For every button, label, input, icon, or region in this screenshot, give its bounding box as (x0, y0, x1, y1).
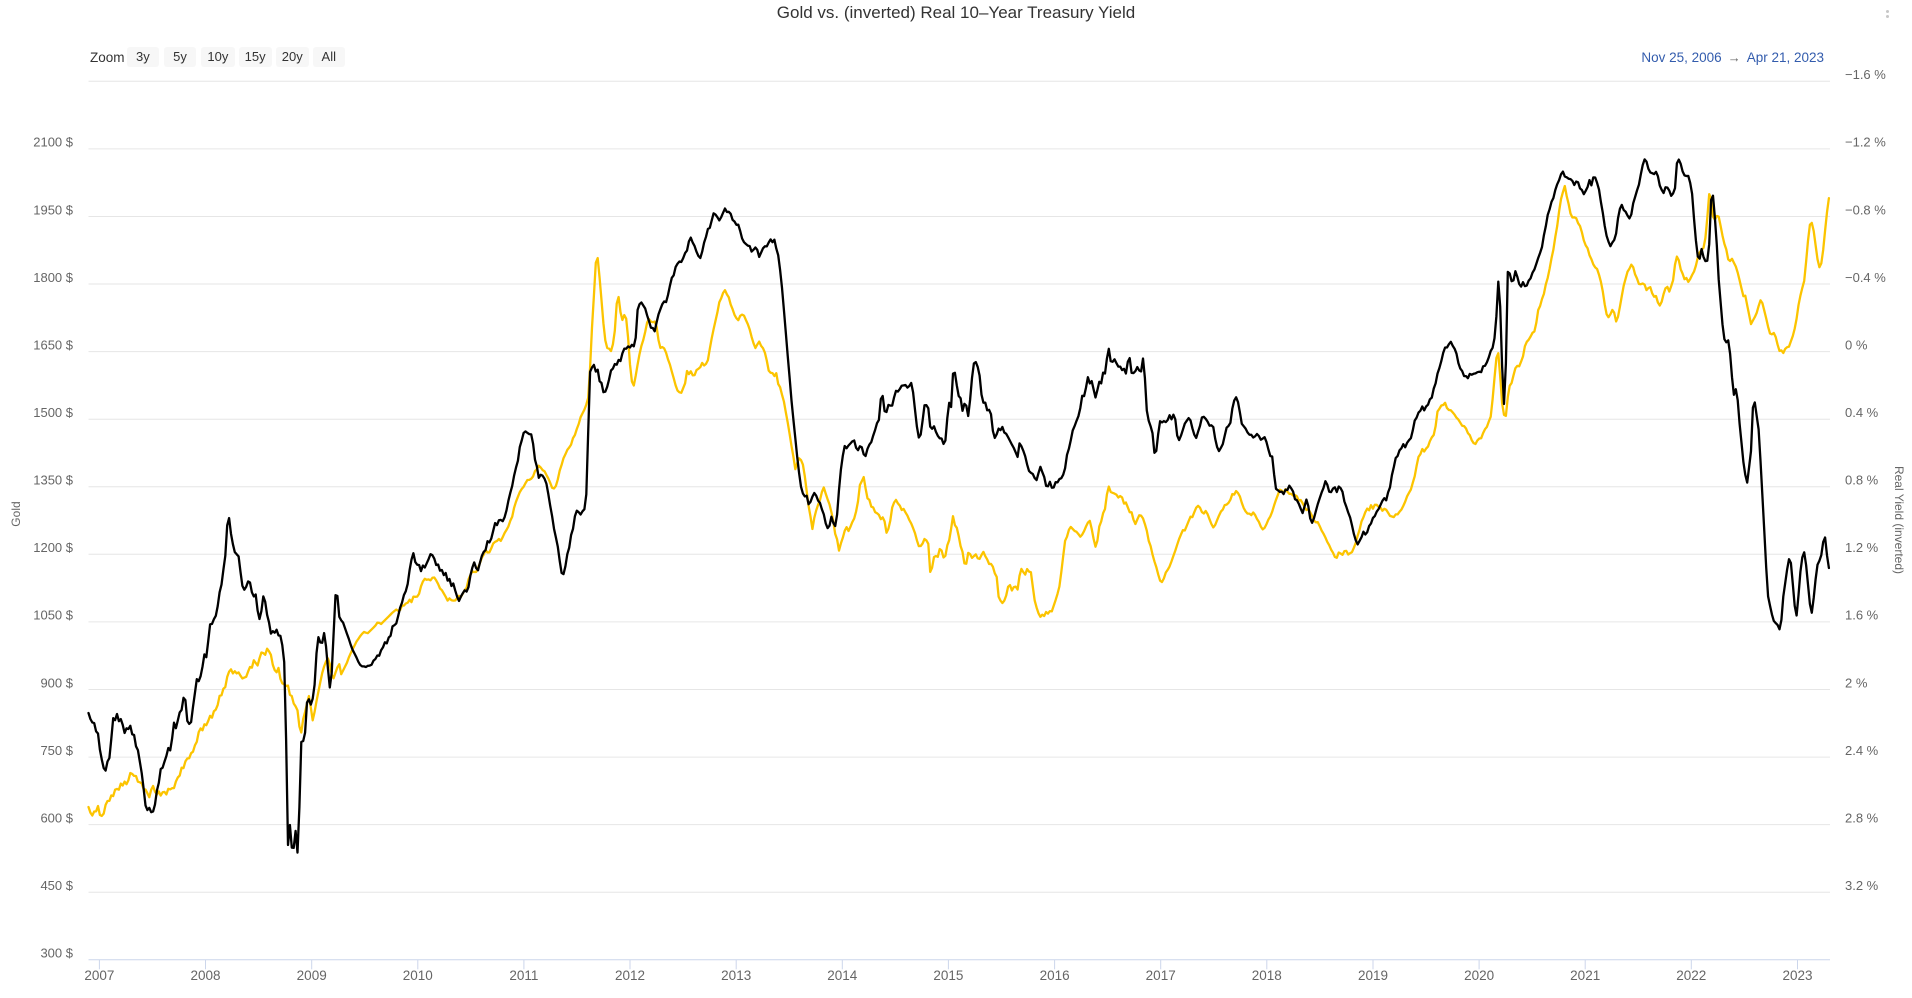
svg-text:2007: 2007 (84, 968, 114, 983)
svg-text:−0.8 %: −0.8 % (1845, 202, 1886, 217)
svg-text:−1.6 %: −1.6 % (1845, 67, 1886, 82)
svg-text:Real Yield (inverted): Real Yield (inverted) (1892, 466, 1906, 574)
svg-text:2.8 %: 2.8 % (1845, 810, 1879, 825)
svg-text:2014: 2014 (827, 968, 858, 983)
svg-text:2008: 2008 (190, 968, 220, 983)
svg-text:1650 $: 1650 $ (33, 337, 74, 352)
svg-text:900 $: 900 $ (40, 675, 73, 690)
svg-text:2011: 2011 (509, 968, 538, 983)
svg-text:2023: 2023 (1782, 968, 1812, 983)
svg-text:2021: 2021 (1570, 968, 1600, 983)
svg-text:300 $: 300 $ (40, 946, 73, 961)
svg-text:1500 $: 1500 $ (33, 405, 74, 420)
svg-text:0.8 %: 0.8 % (1845, 473, 1879, 488)
svg-text:2 %: 2 % (1845, 675, 1868, 690)
svg-text:2.4 %: 2.4 % (1845, 743, 1879, 758)
svg-text:1050 $: 1050 $ (33, 608, 74, 623)
svg-text:2022: 2022 (1676, 968, 1706, 983)
svg-text:600 $: 600 $ (40, 810, 73, 825)
svg-text:1350 $: 1350 $ (33, 473, 74, 488)
svg-text:−0.4 %: −0.4 % (1845, 270, 1886, 285)
svg-text:2016: 2016 (1040, 968, 1070, 983)
svg-text:750 $: 750 $ (40, 743, 73, 758)
svg-text:2012: 2012 (615, 968, 645, 983)
svg-text:2010: 2010 (403, 968, 433, 983)
svg-text:2017: 2017 (1146, 968, 1176, 983)
svg-text:450 $: 450 $ (40, 878, 73, 893)
svg-text:2100 $: 2100 $ (33, 135, 74, 150)
svg-text:1950 $: 1950 $ (33, 202, 74, 217)
svg-text:1800 $: 1800 $ (33, 270, 74, 285)
svg-text:3.2 %: 3.2 % (1845, 878, 1879, 893)
svg-text:1.6 %: 1.6 % (1845, 608, 1879, 623)
svg-text:−1.2 %: −1.2 % (1845, 135, 1886, 150)
svg-text:1200 $: 1200 $ (33, 540, 74, 555)
svg-text:2009: 2009 (297, 968, 327, 983)
svg-text:2018: 2018 (1252, 968, 1282, 983)
svg-text:1.2 %: 1.2 % (1845, 540, 1879, 555)
svg-text:0 %: 0 % (1845, 337, 1868, 352)
svg-text:0.4 %: 0.4 % (1845, 405, 1879, 420)
svg-text:Gold: Gold (9, 501, 23, 526)
svg-text:2020: 2020 (1464, 968, 1494, 983)
svg-text:2015: 2015 (933, 968, 963, 983)
svg-text:2013: 2013 (721, 968, 751, 983)
svg-text:2019: 2019 (1358, 968, 1388, 983)
